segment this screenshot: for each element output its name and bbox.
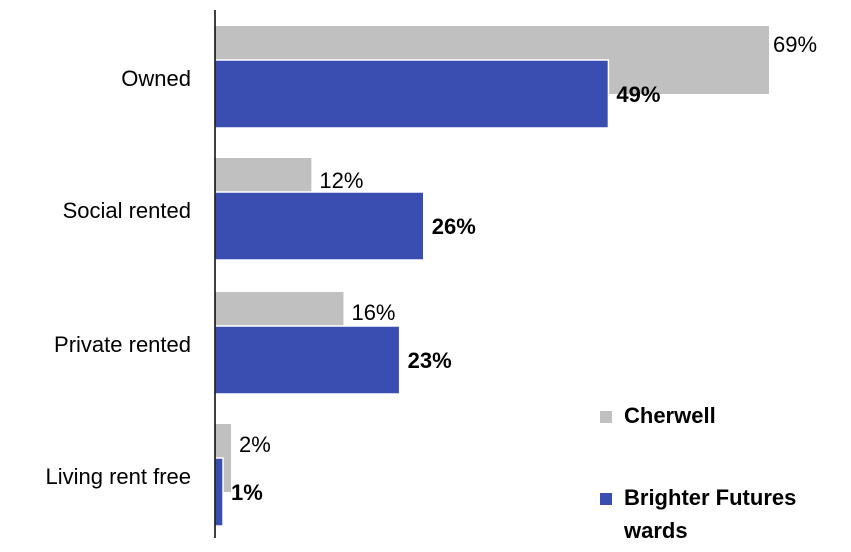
legend-swatch-cherwell [600,411,612,423]
category-label-living-rent-free: Living rent free [45,464,191,489]
bar-labels-group: 69% 49% 12% 26% 16% 23% 2% 1% [231,32,817,505]
bars-group [214,26,769,527]
data-label-brighter-futures-wards-social-rented: 26% [432,214,476,239]
bar-brighter-futures-wards-living-rent-free [214,457,224,527]
legend-label-wards: wards [623,518,688,543]
data-label-cherwell-private-rented: 16% [351,300,395,325]
legend-swatch-brighter-futures-wards [600,493,612,505]
bar-brighter-futures-wards-social-rented [214,191,425,261]
data-label-cherwell-living-rent-free: 2% [239,432,271,457]
bar-brighter-futures-wards-owned [214,59,610,129]
category-label-owned: Owned [121,66,191,91]
category-label-social-rented: Social rented [63,198,191,223]
bar-brighter-futures-wards-private-rented [214,325,401,395]
category-label-private-rented: Private rented [54,332,191,357]
legend-label-brighter-futures: Brighter Futures [624,485,796,510]
data-label-brighter-futures-wards-living-rent-free: 1% [231,480,263,505]
data-label-cherwell-social-rented: 12% [319,168,363,193]
legend: Cherwell Brighter Futures wards [600,403,796,543]
data-label-brighter-futures-wards-private-rented: 23% [408,348,452,373]
data-label-brighter-futures-wards-owned: 49% [616,82,660,107]
category-labels-group: Owned Social rented Private rented Living r… [45,66,191,489]
data-label-cherwell-owned: 69% [773,32,817,57]
legend-label-cherwell: Cherwell [624,403,716,428]
